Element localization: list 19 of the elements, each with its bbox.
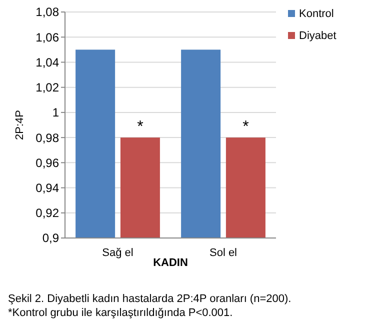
x-tick-label: Sağ el	[102, 247, 134, 259]
x-axis-title: KADIN	[153, 257, 188, 269]
annotation: *	[242, 118, 249, 136]
y-axis-title: 2P:4P	[14, 110, 26, 140]
y-tick-label: 1	[52, 106, 60, 120]
y-tick-label: 0,92	[36, 206, 60, 220]
text: Şekil 2. Diyabetli kadın hastalarda 2P:4P oranları (n=200). *Kontrol grubu ile karşılaştırıldığında P<0.001.	[8, 293, 292, 319]
y-tick-label: 1,02	[36, 80, 60, 95]
y-tick-label: 0,96	[36, 156, 60, 170]
y-tick-label: 1,04	[36, 55, 60, 70]
y-tick-label: 0,98	[36, 130, 60, 145]
annotation: *	[137, 118, 144, 136]
legend-label: Kontrol	[299, 8, 334, 20]
legend-label: Diyabet	[299, 30, 336, 42]
y-tick-label: 1,06	[36, 30, 60, 44]
y-tick-label: 0,94	[36, 180, 60, 195]
x-tick-label: Sol el	[209, 247, 238, 259]
y-tick-label: 0,9	[42, 231, 60, 246]
y-tick-label: 1,08	[36, 5, 60, 20]
